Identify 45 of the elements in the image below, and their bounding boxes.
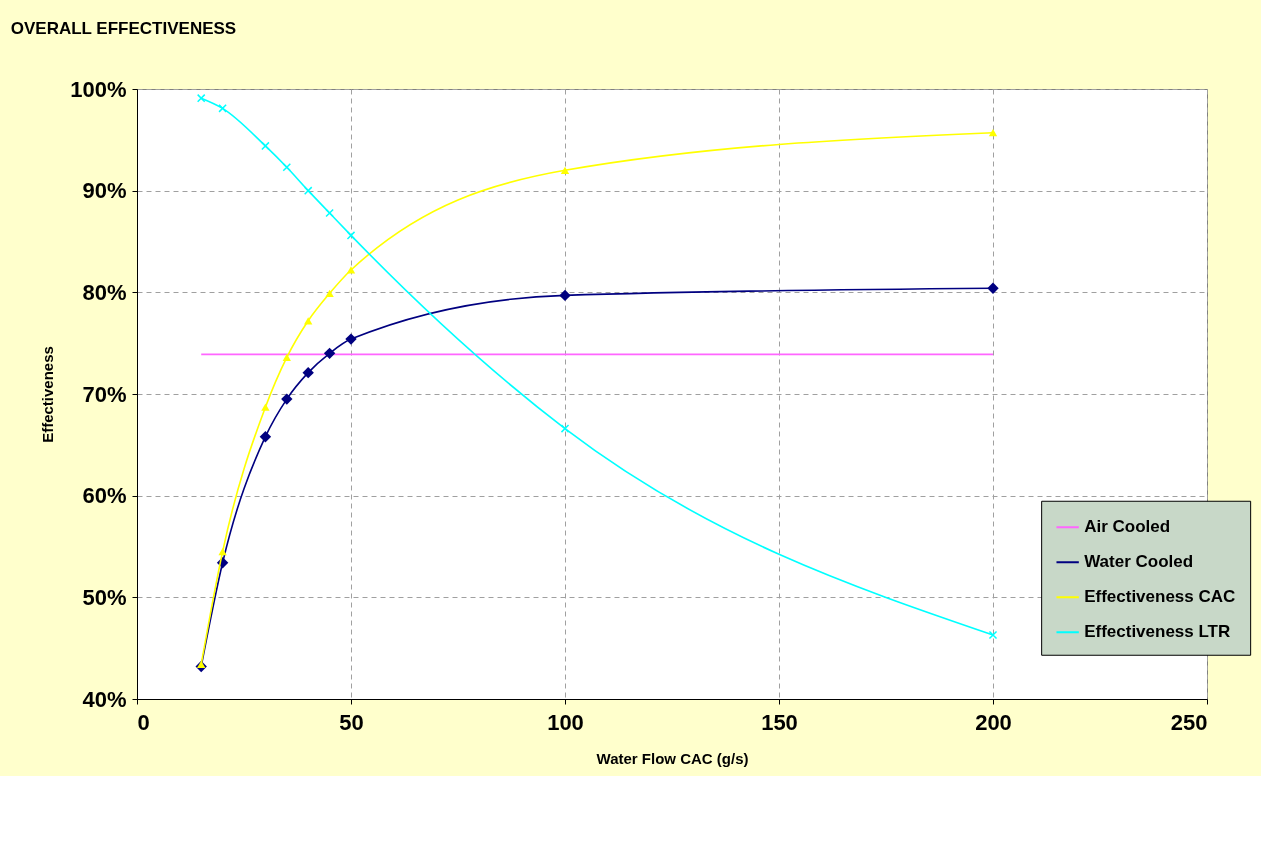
x-tick-label: 0 (137, 709, 150, 735)
x-tick-label: 50 (339, 709, 364, 735)
x-tick-label: 150 (761, 709, 798, 735)
point (281, 393, 293, 405)
y-tick-label: 60% (82, 483, 127, 509)
point (346, 231, 356, 240)
point (261, 141, 270, 151)
y-tick-label: 100% (70, 76, 127, 102)
point (345, 333, 357, 345)
point (304, 317, 313, 325)
legend-label: Effectiveness CAC (1084, 587, 1236, 607)
legend-label: Water Cooled (1084, 552, 1194, 572)
point (560, 166, 570, 174)
x-axis-title: Water Flow CAC (g/s) (596, 749, 749, 767)
y-tick-label: 80% (82, 279, 127, 305)
point (325, 289, 334, 297)
point (302, 366, 314, 379)
y-tick-label: 40% (82, 686, 127, 712)
x-tick-label: 100 (547, 709, 584, 735)
point (560, 424, 570, 433)
point (282, 353, 291, 362)
point (303, 186, 313, 195)
point (282, 163, 292, 172)
point (988, 630, 998, 640)
legend-label: Effectiveness LTR (1084, 622, 1231, 642)
x-tick-label: 250 (1170, 709, 1208, 735)
y-axis-title: Effectiveness (39, 346, 57, 443)
y-tick-label: 70% (82, 381, 127, 407)
point (218, 547, 227, 556)
point (559, 289, 571, 302)
point (988, 129, 998, 137)
point (987, 282, 999, 294)
point (261, 403, 270, 411)
legend-label: Air Cooled (1084, 517, 1171, 537)
y-tick-label: 90% (82, 178, 127, 204)
x-tick-label: 200 (975, 709, 1012, 735)
chart-title: OVERALL EFFECTIVENESS (10, 19, 237, 38)
point (196, 93, 206, 103)
point (197, 660, 206, 669)
point (346, 266, 356, 274)
point (218, 104, 227, 113)
y-tick-label: 50% (82, 584, 127, 610)
point (323, 347, 336, 360)
point (325, 208, 334, 218)
point (259, 431, 272, 443)
